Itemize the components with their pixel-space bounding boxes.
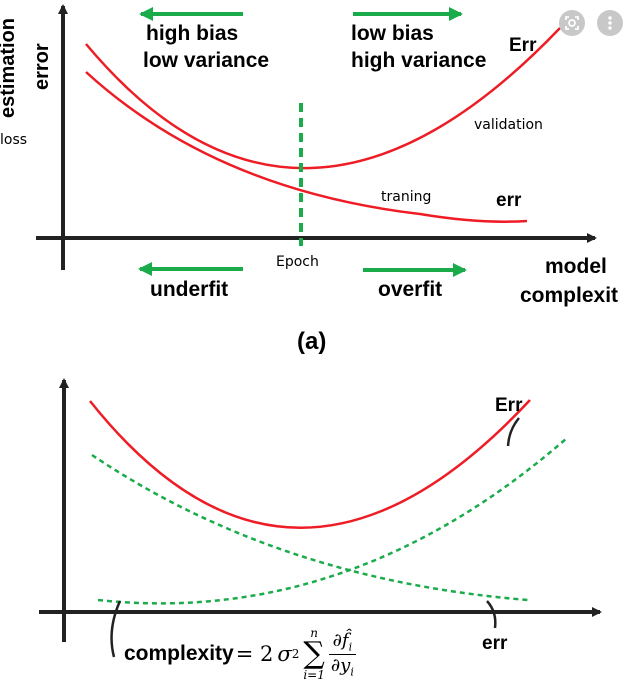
denominator-subscript: i	[350, 665, 354, 679]
err-upper-label-a: Err	[509, 35, 537, 56]
err-upper-label-b: Err	[495, 395, 523, 416]
lens-button[interactable]	[559, 10, 585, 36]
validation-label: validation	[474, 117, 543, 133]
high-bias-label: high bias	[146, 22, 239, 45]
partial-fraction: ∂f̂i ∂yi	[328, 629, 356, 679]
formula-equals: = 2	[235, 642, 274, 666]
sum-lower-limit: i=1	[303, 668, 325, 682]
x-axis-label-line2: complexit	[520, 284, 619, 307]
err-pointer-lower	[486, 600, 497, 629]
training-label: traning	[381, 189, 432, 205]
lens-icon	[565, 16, 579, 30]
summation: n ∑ i=1	[303, 627, 325, 681]
err-lower-label-b: err	[482, 633, 508, 654]
formula-sigma: σ	[277, 642, 292, 666]
overfit-label: overfit	[378, 278, 443, 301]
numerator-symbol: ∂f̂	[332, 629, 349, 651]
fraction-numerator: ∂f̂i	[328, 629, 356, 655]
complexity-pointer	[110, 600, 122, 658]
fraction-denominator: ∂yi	[329, 655, 356, 679]
complexity-word: complexity	[124, 642, 234, 665]
more-vert-icon	[608, 16, 612, 30]
low-variance-label: low variance	[143, 49, 270, 72]
y-axis-label-line1: estimation	[0, 17, 19, 118]
loss-label: loss	[0, 132, 28, 148]
y-axis-label-line2: error	[31, 43, 53, 90]
more-options-button[interactable]	[597, 10, 623, 36]
validation-curve	[85, 27, 561, 170]
x-axis-label-line1: model	[545, 255, 607, 278]
epoch-label: Epoch	[276, 254, 319, 270]
denominator-symbol: ∂y	[330, 654, 351, 676]
training-curve	[85, 71, 528, 223]
underfit-label: underfit	[150, 278, 229, 301]
panel-caption: (a)	[297, 328, 327, 355]
high-variance-label: high variance	[351, 49, 487, 72]
numerator-subscript: i	[348, 640, 353, 654]
err-curve-b	[89, 399, 531, 529]
sum-upper-limit: n	[310, 626, 318, 640]
sum-symbol: ∑	[303, 636, 325, 671]
err-pointer-upper	[506, 417, 520, 447]
err-lower-label-a: err	[496, 190, 522, 211]
formula-sigma-exponent: 2	[291, 647, 300, 661]
bias-curve-b	[91, 453, 529, 602]
variance-curve-b	[97, 437, 568, 605]
low-bias-label: low bias	[351, 22, 434, 45]
